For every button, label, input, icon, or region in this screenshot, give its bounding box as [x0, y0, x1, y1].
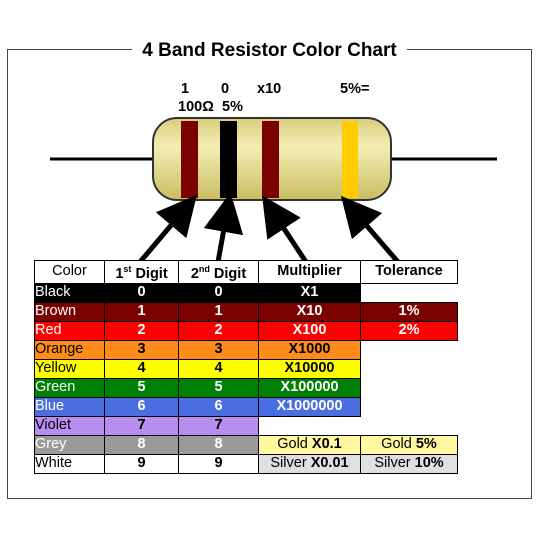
digit1-red: 2 — [104, 320, 179, 341]
multiplier-silver: Silver X0.01 — [258, 453, 361, 474]
tolerance-empty-green — [360, 378, 458, 398]
color-name-brown: Brown — [34, 301, 105, 322]
digit2-grey: 8 — [178, 434, 259, 455]
digit2-red: 2 — [178, 320, 259, 341]
arrow-multiplier — [261, 195, 309, 264]
digit2-white: 9 — [178, 453, 259, 474]
color-name-black: Black — [34, 282, 105, 303]
color-name-yellow: Yellow — [34, 358, 105, 379]
table-row: Violet 7 7 — [34, 415, 458, 436]
table-row: White 9 9 Silver X0.01 Silver 10% — [34, 453, 458, 474]
example-tolerance: 5%= — [340, 81, 370, 97]
color-chart-table: Color 1st Digit 2nd Digit Multiplier Tol… — [34, 260, 458, 474]
tolerance-empty-yellow — [360, 359, 458, 379]
table-row: Green 5 5 X100000 — [34, 377, 458, 398]
digit1-yellow: 4 — [104, 358, 179, 379]
digit2-blue: 6 — [178, 396, 259, 417]
tolerance-empty-violet — [360, 416, 458, 436]
digit1-white: 9 — [104, 453, 179, 474]
color-name-orange: Orange — [34, 339, 105, 360]
header-digit1: 1st Digit — [104, 260, 179, 284]
table-row: Red 2 2 X100 2% — [34, 320, 458, 341]
example-result-value: 100Ω — [178, 99, 214, 115]
tolerance-gold: Gold 5% — [360, 434, 458, 455]
digit1-violet: 7 — [104, 415, 179, 436]
digit1-black: 0 — [104, 282, 179, 303]
digit1-brown: 1 — [104, 301, 179, 322]
digit2-black: 0 — [178, 282, 259, 303]
multiplier-blue: X1000000 — [258, 396, 361, 417]
arrow-digit1 — [138, 194, 197, 264]
example-digit2: 0 — [221, 81, 230, 97]
chart-title: 4 Band Resistor Color Chart — [132, 40, 407, 61]
tolerance-empty-blue — [360, 397, 458, 417]
tolerance-red: 2% — [360, 320, 458, 341]
band-1 — [181, 121, 198, 198]
digit2-brown: 1 — [178, 301, 259, 322]
digit2-yellow: 4 — [178, 358, 259, 379]
multiplier-black: X1 — [258, 282, 361, 303]
arrow-tolerance — [340, 195, 400, 264]
example-multiplier: x10 — [257, 81, 282, 97]
multiplier-gold: Gold X0.1 — [258, 434, 361, 455]
color-name-grey: Grey — [34, 434, 105, 455]
resistor-diagram — [50, 117, 497, 264]
table-header-row: Color 1st Digit 2nd Digit Multiplier Tol… — [34, 260, 458, 284]
multiplier-green: X100000 — [258, 377, 361, 398]
band-4 — [342, 121, 358, 198]
digit1-blue: 6 — [104, 396, 179, 417]
tolerance-empty-black — [360, 283, 458, 303]
example-digit1: 1 — [181, 81, 190, 97]
tolerance-brown: 1% — [360, 301, 458, 322]
chart-title-wrap: 4 Band Resistor Color Chart — [0, 40, 539, 62]
table-row: Grey 8 8 Gold X0.1 Gold 5% — [34, 434, 458, 455]
multiplier-empty-violet — [258, 416, 361, 436]
color-name-violet: Violet — [34, 415, 105, 436]
table-row: Blue 6 6 X1000000 — [34, 396, 458, 417]
multiplier-orange: X1000 — [258, 339, 361, 360]
header-multiplier: Multiplier — [258, 260, 361, 284]
digit2-green: 5 — [178, 377, 259, 398]
header-tolerance: Tolerance — [360, 260, 458, 284]
band-3 — [262, 121, 279, 198]
header-color: Color — [34, 260, 105, 284]
multiplier-brown: X10 — [258, 301, 361, 322]
digit1-grey: 8 — [104, 434, 179, 455]
table-row: Yellow 4 4 X10000 — [34, 358, 458, 379]
multiplier-red: X100 — [258, 320, 361, 341]
color-name-green: Green — [34, 377, 105, 398]
color-name-red: Red — [34, 320, 105, 341]
arrow-digit2 — [203, 192, 244, 263]
example-result-tolerance: 5% — [222, 99, 243, 115]
table-row: Brown 1 1 X10 1% — [34, 301, 458, 322]
table-row: Orange 3 3 X1000 — [34, 339, 458, 360]
digit1-green: 5 — [104, 377, 179, 398]
color-name-blue: Blue — [34, 396, 105, 417]
tolerance-empty-orange — [360, 340, 458, 360]
color-name-white: White — [34, 453, 105, 474]
multiplier-yellow: X10000 — [258, 358, 361, 379]
table-row: Black 0 0 X1 — [34, 282, 458, 303]
header-digit2: 2nd Digit — [178, 260, 259, 284]
digit2-violet: 7 — [178, 415, 259, 436]
tolerance-silver: Silver 10% — [360, 453, 458, 474]
band-2 — [220, 121, 237, 198]
digit2-orange: 3 — [178, 339, 259, 360]
digit1-orange: 3 — [104, 339, 179, 360]
